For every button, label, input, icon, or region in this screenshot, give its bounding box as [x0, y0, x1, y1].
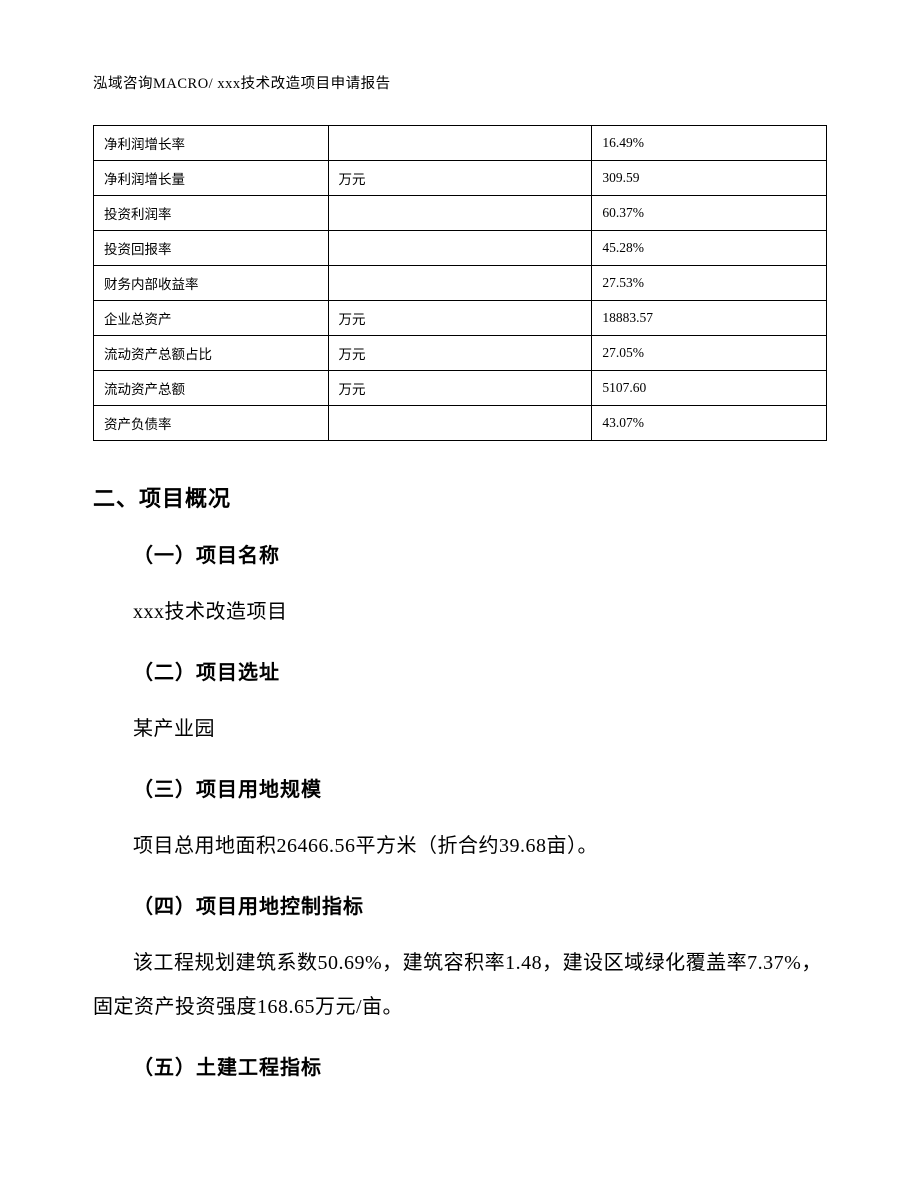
document-page: 泓域咨询MACRO/ xxx技术改造项目申请报告 净利润增长率 16.49% 净… — [0, 0, 920, 1152]
table-row: 投资利润率 60.37% — [94, 196, 827, 231]
table-cell-unit — [328, 126, 592, 161]
table-row: 财务内部收益率 27.53% — [94, 266, 827, 301]
subheading-project-location: （二）项目选址 — [93, 656, 827, 685]
table-cell-value: 5107.60 — [592, 371, 827, 406]
table-cell-label: 投资利润率 — [94, 196, 329, 231]
table-cell-unit: 万元 — [328, 301, 592, 336]
table-cell-unit: 万元 — [328, 336, 592, 371]
body-project-location: 某产业园 — [93, 707, 827, 751]
heading-project-overview: 二、项目概况 — [93, 481, 827, 513]
subheading-construction-index: （五）土建工程指标 — [93, 1051, 827, 1080]
table-row: 净利润增长量 万元 309.59 — [94, 161, 827, 196]
table-cell-label: 流动资产总额占比 — [94, 336, 329, 371]
table-cell-value: 18883.57 — [592, 301, 827, 336]
table-cell-unit: 万元 — [328, 371, 592, 406]
financial-indicators-table: 净利润增长率 16.49% 净利润增长量 万元 309.59 投资利润率 60.… — [93, 125, 827, 441]
table-cell-value: 27.53% — [592, 266, 827, 301]
table-cell-value: 27.05% — [592, 336, 827, 371]
page-header: 泓域咨询MACRO/ xxx技术改造项目申请报告 — [93, 72, 827, 93]
table-cell-unit — [328, 231, 592, 266]
table-cell-unit — [328, 196, 592, 231]
table-cell-unit — [328, 406, 592, 441]
table-cell-value: 43.07% — [592, 406, 827, 441]
table-row: 流动资产总额占比 万元 27.05% — [94, 336, 827, 371]
body-land-control: 该工程规划建筑系数50.69%，建筑容积率1.48，建设区域绿化覆盖率7.37%… — [93, 941, 827, 1029]
table-row: 流动资产总额 万元 5107.60 — [94, 371, 827, 406]
subheading-land-scale: （三）项目用地规模 — [93, 773, 827, 802]
table-cell-label: 财务内部收益率 — [94, 266, 329, 301]
table-cell-unit — [328, 266, 592, 301]
table-cell-unit: 万元 — [328, 161, 592, 196]
body-project-name: xxx技术改造项目 — [93, 590, 827, 634]
table-cell-value: 45.28% — [592, 231, 827, 266]
table-row: 净利润增长率 16.49% — [94, 126, 827, 161]
table-cell-value: 309.59 — [592, 161, 827, 196]
table-row: 资产负债率 43.07% — [94, 406, 827, 441]
subheading-land-control: （四）项目用地控制指标 — [93, 890, 827, 919]
table-cell-value: 16.49% — [592, 126, 827, 161]
table-cell-label: 流动资产总额 — [94, 371, 329, 406]
table-cell-label: 净利润增长量 — [94, 161, 329, 196]
table-cell-label: 净利润增长率 — [94, 126, 329, 161]
subheading-project-name: （一）项目名称 — [93, 539, 827, 568]
table-cell-label: 投资回报率 — [94, 231, 329, 266]
table-cell-value: 60.37% — [592, 196, 827, 231]
table-row: 投资回报率 45.28% — [94, 231, 827, 266]
table-row: 企业总资产 万元 18883.57 — [94, 301, 827, 336]
table-cell-label: 资产负债率 — [94, 406, 329, 441]
table-cell-label: 企业总资产 — [94, 301, 329, 336]
body-land-scale: 项目总用地面积26466.56平方米（折合约39.68亩）。 — [93, 824, 827, 868]
